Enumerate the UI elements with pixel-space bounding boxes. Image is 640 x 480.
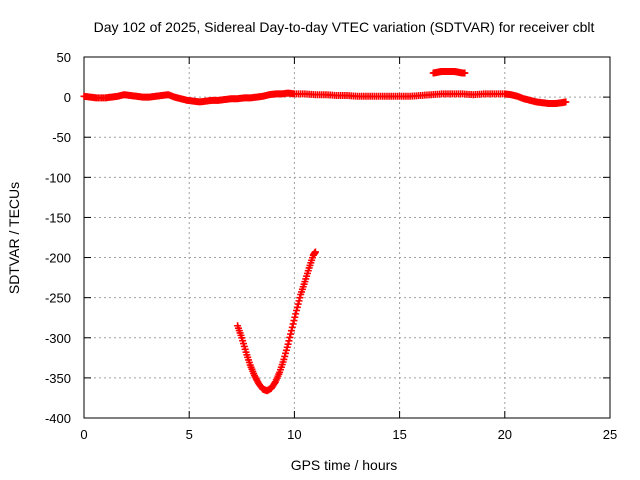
data-point <box>461 69 469 77</box>
data-point <box>289 320 297 328</box>
data-point <box>295 297 303 305</box>
data-point <box>292 310 300 318</box>
y-tick-label: -300 <box>45 331 71 346</box>
x-tick-label: 0 <box>80 427 87 442</box>
y-axis: 50 0 -50 -100 -150 -200 -250 -300 -350 -400 <box>45 50 71 426</box>
y-tick-label: 0 <box>64 90 71 105</box>
data-points <box>80 67 570 395</box>
y-tick-label: -400 <box>45 411 71 426</box>
x-tick-label: 10 <box>287 427 301 442</box>
axis-ticks <box>83 56 611 419</box>
data-point <box>286 333 294 341</box>
series-2 <box>429 67 469 77</box>
data-point <box>284 340 292 348</box>
x-axis: 0 5 10 15 20 25 <box>80 427 617 442</box>
data-point <box>291 313 299 321</box>
series-1 <box>80 89 570 108</box>
data-point <box>287 327 295 335</box>
x-tick-label: 15 <box>392 427 406 442</box>
data-point <box>293 307 301 315</box>
y-tick-label: -350 <box>45 371 71 386</box>
data-point <box>311 248 319 256</box>
data-point <box>290 317 298 325</box>
plot-frame <box>83 56 611 419</box>
data-point <box>562 98 570 106</box>
data-point <box>285 337 293 345</box>
y-tick-label: 50 <box>57 50 71 65</box>
y-tick-label: -50 <box>52 130 71 145</box>
y-tick-label: -150 <box>45 210 71 225</box>
x-tick-label: 25 <box>603 427 617 442</box>
x-tick-label: 20 <box>498 427 512 442</box>
series-3 <box>234 248 319 395</box>
data-point <box>294 300 302 308</box>
data-point <box>296 294 304 302</box>
x-tick-label: 5 <box>186 427 193 442</box>
y-tick-label: -200 <box>45 251 71 266</box>
data-point <box>287 330 295 338</box>
y-tick-label: -250 <box>45 291 71 306</box>
x-axis-title: GPS time / hours <box>291 457 398 473</box>
y-axis-title: SDTVAR / TECUs <box>6 182 22 294</box>
chart-title: Day 102 of 2025, Sidereal Day-to-day VTE… <box>94 19 595 35</box>
y-tick-label: -100 <box>45 170 71 185</box>
data-point <box>288 323 296 331</box>
data-point <box>293 303 301 311</box>
grid <box>84 57 610 418</box>
